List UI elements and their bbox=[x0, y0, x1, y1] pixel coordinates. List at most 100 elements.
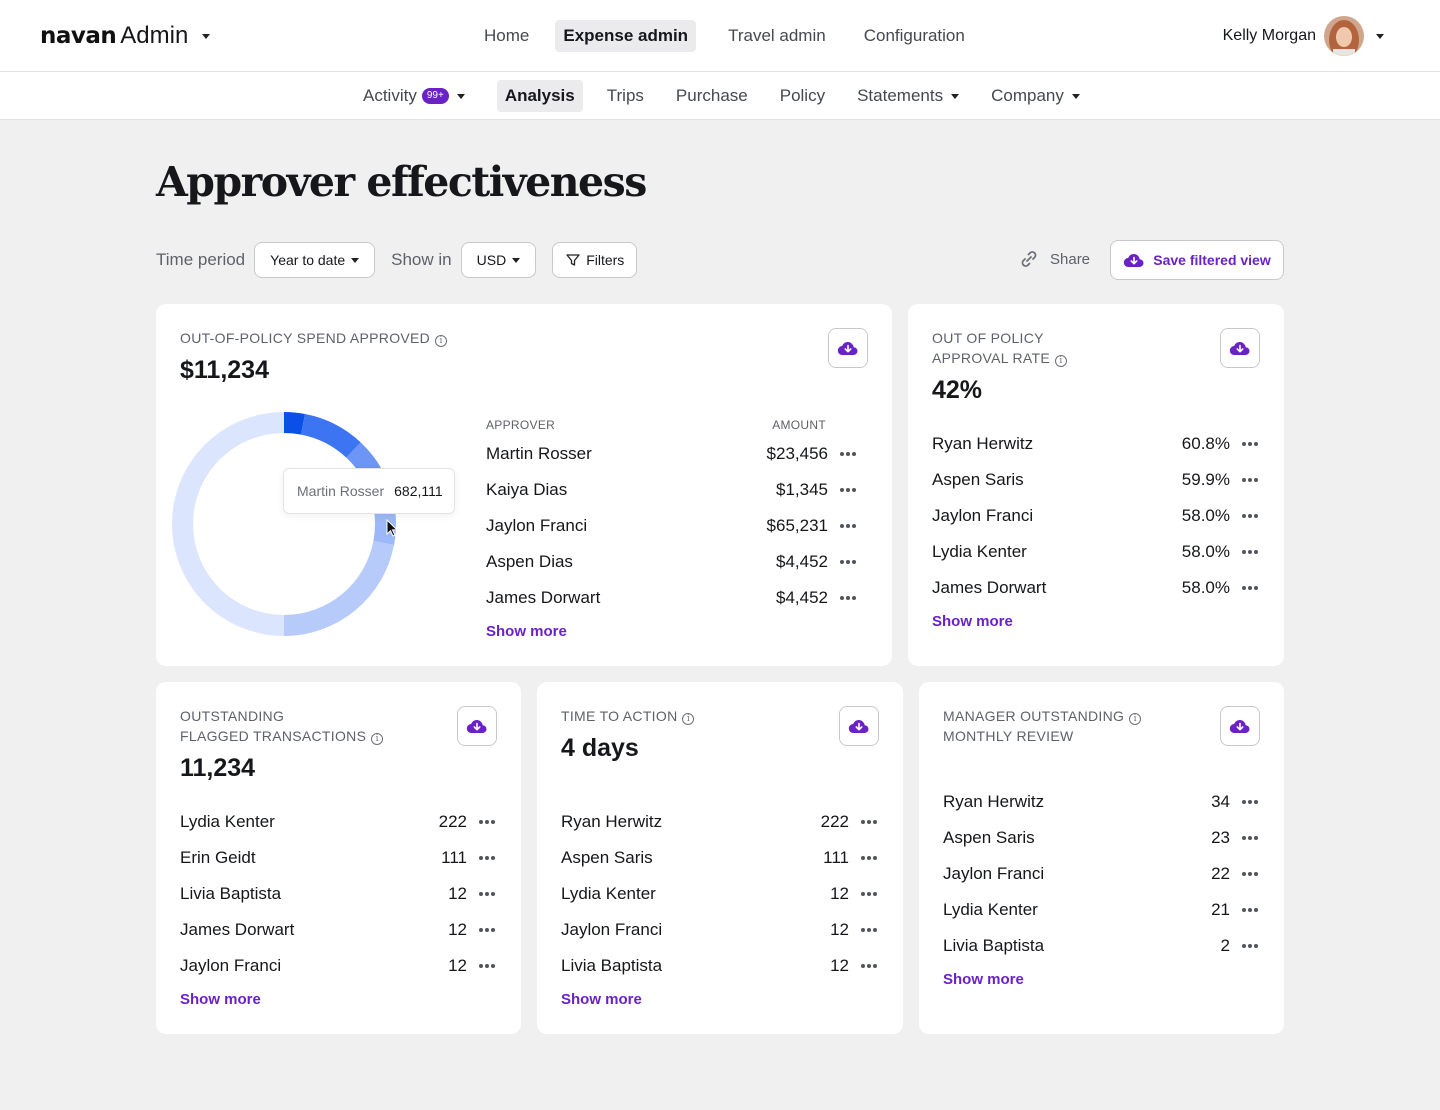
count-value: 34 bbox=[1211, 792, 1230, 811]
info-icon[interactable]: i bbox=[1055, 355, 1068, 367]
sub-nav-purchase[interactable]: Purchase bbox=[675, 86, 748, 105]
more-icon[interactable] bbox=[1240, 872, 1260, 876]
more-icon[interactable] bbox=[838, 560, 858, 564]
person-name: Jaylon Franci bbox=[943, 864, 1045, 883]
approver-amount: $4,452 bbox=[776, 588, 828, 607]
list-item: Erin Geidt 111 bbox=[180, 840, 497, 876]
show-more-link[interactable]: Show more bbox=[943, 971, 1024, 988]
approver-name: Aspen Dias bbox=[486, 552, 573, 571]
show-more-link[interactable]: Show more bbox=[180, 991, 261, 1008]
more-icon[interactable] bbox=[1240, 478, 1260, 482]
card-title: OUT-OF-POLICY SPEND APPROVED i bbox=[180, 328, 448, 348]
show-more-link[interactable]: Show more bbox=[561, 991, 642, 1008]
more-icon[interactable] bbox=[477, 928, 497, 932]
more-icon[interactable] bbox=[1240, 586, 1260, 590]
table-row: Aspen Dias $4,452 bbox=[486, 544, 858, 580]
more-icon[interactable] bbox=[859, 892, 879, 896]
top-nav-home[interactable]: Home bbox=[484, 26, 530, 45]
currency-select[interactable]: USD bbox=[460, 242, 537, 278]
person-name: Erin Geidt bbox=[180, 848, 256, 867]
top-nav-configuration[interactable]: Configuration bbox=[863, 26, 965, 45]
more-icon[interactable] bbox=[859, 964, 879, 968]
sub-nav-bar: Activity 99+ Analysis Trips Purchase Pol… bbox=[0, 72, 1440, 120]
show-more-link[interactable]: Show more bbox=[486, 623, 567, 640]
donut-chart[interactable] bbox=[164, 404, 404, 644]
navan-logo: navan bbox=[40, 23, 117, 49]
download-button[interactable] bbox=[1220, 706, 1260, 746]
brand-product: Admin bbox=[120, 22, 189, 49]
more-icon[interactable] bbox=[859, 928, 879, 932]
chevron-down-icon bbox=[202, 33, 211, 39]
list-item: Jaylon Franci 22 bbox=[943, 856, 1260, 892]
more-icon[interactable] bbox=[477, 964, 497, 968]
more-icon[interactable] bbox=[859, 856, 879, 860]
currency-value: USD bbox=[476, 252, 507, 268]
brand-switcher[interactable]: navan Admin bbox=[40, 22, 211, 50]
download-button[interactable] bbox=[1220, 328, 1260, 368]
info-icon[interactable]: i bbox=[1129, 713, 1142, 725]
info-icon[interactable]: i bbox=[682, 713, 695, 725]
sub-nav-analysis[interactable]: Analysis bbox=[496, 80, 583, 112]
more-icon[interactable] bbox=[838, 524, 858, 528]
manager-review-list: Ryan Herwitz 34 Aspen Saris 23 Jaylon Fran… bbox=[943, 784, 1260, 964]
donut-slice-6[interactable] bbox=[172, 412, 284, 636]
cloud-download-icon bbox=[1229, 720, 1250, 734]
more-icon[interactable] bbox=[477, 820, 497, 824]
sub-nav-activity[interactable]: Activity 99+ bbox=[355, 80, 473, 112]
sub-nav-policy[interactable]: Policy bbox=[779, 86, 826, 105]
cloud-download-icon bbox=[466, 720, 487, 734]
list-item: Jaylon Franci 12 bbox=[561, 912, 879, 948]
more-icon[interactable] bbox=[477, 856, 497, 860]
count-value: 222 bbox=[820, 812, 849, 831]
more-icon[interactable] bbox=[1240, 442, 1260, 446]
share-button[interactable]: Share bbox=[1018, 248, 1090, 270]
more-icon[interactable] bbox=[1240, 550, 1260, 554]
approver-amount: $65,231 bbox=[766, 516, 828, 535]
more-icon[interactable] bbox=[1240, 944, 1260, 948]
info-icon[interactable]: i bbox=[435, 335, 448, 347]
rate-value: 59.9% bbox=[1181, 470, 1230, 489]
time-period-select[interactable]: Year to date bbox=[254, 242, 376, 278]
rate-value: 58.0% bbox=[1181, 578, 1230, 597]
more-icon[interactable] bbox=[1240, 908, 1260, 912]
more-icon[interactable] bbox=[1240, 836, 1260, 840]
count-value: 111 bbox=[823, 848, 849, 867]
approval-rate-value: 42% bbox=[932, 376, 983, 404]
more-icon[interactable] bbox=[1240, 800, 1260, 804]
info-icon[interactable]: i bbox=[371, 733, 384, 745]
top-nav-expense-admin[interactable]: Expense admin bbox=[555, 20, 697, 52]
more-icon[interactable] bbox=[859, 820, 879, 824]
card-title: OUTSTANDING FLAGGED TRANSACTIONS i bbox=[180, 706, 384, 746]
table-row: Jaylon Franci $65,231 bbox=[486, 508, 858, 544]
list-item: Lydia Kenter 12 bbox=[561, 876, 879, 912]
person-name: Ryan Herwitz bbox=[561, 812, 663, 831]
count-value: 12 bbox=[448, 920, 467, 939]
filters-button[interactable]: Filters bbox=[552, 242, 638, 278]
download-button[interactable] bbox=[839, 706, 879, 746]
donut-slice-1[interactable] bbox=[284, 412, 305, 435]
link-icon bbox=[1021, 251, 1037, 267]
approver-name: Martin Rosser bbox=[486, 444, 592, 463]
donut-slice-2[interactable] bbox=[301, 413, 361, 458]
time-to-action-list: Ryan Herwitz 222 Aspen Saris 111 Lydia Ken… bbox=[561, 804, 879, 984]
more-icon[interactable] bbox=[1240, 514, 1260, 518]
download-button[interactable] bbox=[828, 328, 868, 368]
sub-nav-company[interactable]: Company bbox=[983, 80, 1088, 112]
user-menu[interactable]: Kelly Morgan bbox=[1223, 16, 1384, 56]
more-icon[interactable] bbox=[838, 596, 858, 600]
cloud-download-icon bbox=[1124, 254, 1144, 268]
more-icon[interactable] bbox=[838, 452, 858, 456]
more-icon[interactable] bbox=[477, 892, 497, 896]
download-button[interactable] bbox=[457, 706, 497, 746]
card-title: MANAGER OUTSTANDING i MONTHLY REVIEW bbox=[943, 706, 1142, 746]
save-filtered-view-button[interactable]: Save filtered view bbox=[1110, 240, 1284, 280]
sub-nav-statements[interactable]: Statements bbox=[849, 80, 967, 112]
sub-nav-trips[interactable]: Trips bbox=[606, 86, 644, 105]
spend-card-title-text: OUT-OF-POLICY SPEND APPROVED bbox=[180, 330, 431, 346]
donut-slice-5[interactable] bbox=[284, 541, 395, 636]
approver-amount: $1,345 bbox=[776, 480, 828, 499]
show-more-link[interactable]: Show more bbox=[932, 613, 1013, 630]
top-nav-travel-admin[interactable]: Travel admin bbox=[728, 26, 826, 45]
list-item: Lydia Kenter 58.0% bbox=[932, 534, 1260, 570]
more-icon[interactable] bbox=[838, 488, 858, 492]
